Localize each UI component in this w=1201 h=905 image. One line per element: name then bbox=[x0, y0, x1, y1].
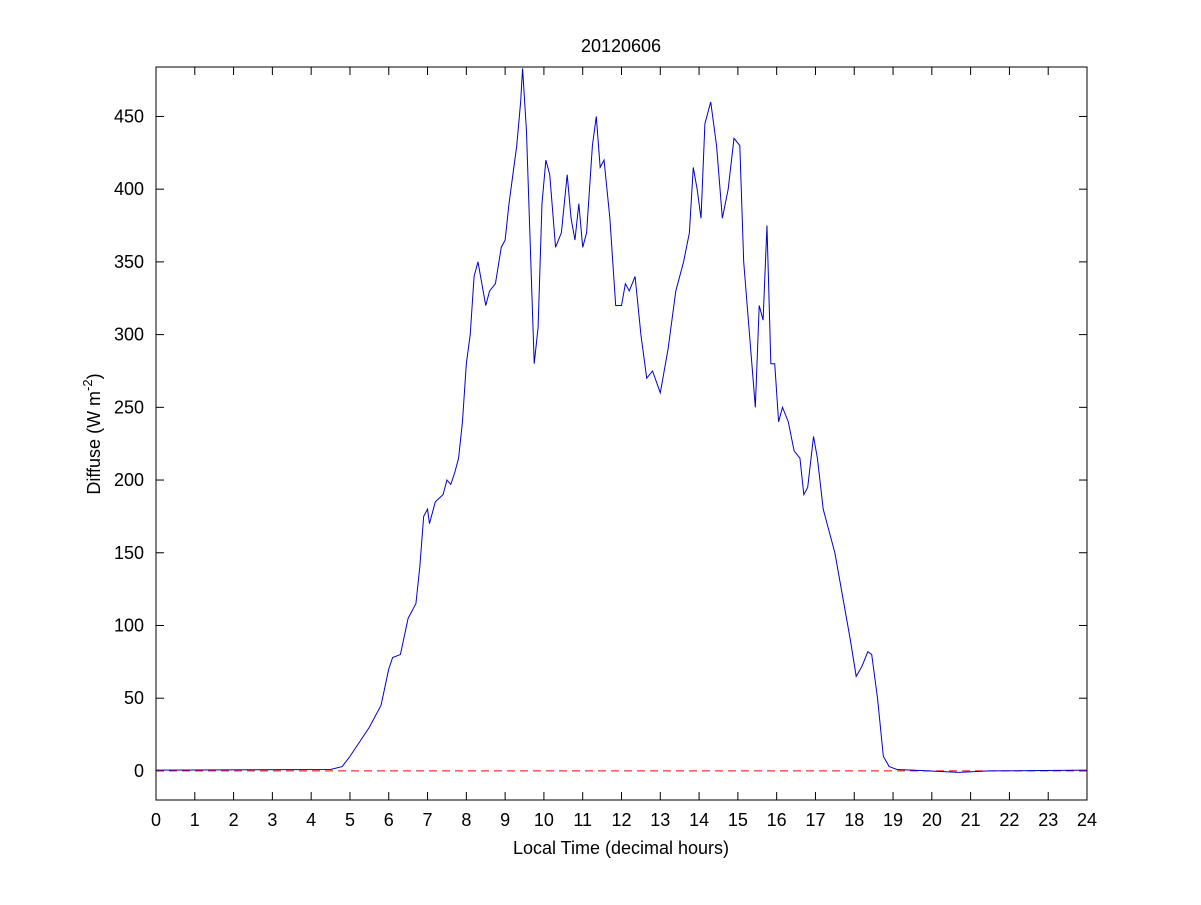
y-tick-label: 300 bbox=[114, 325, 144, 345]
x-tick-label: 11 bbox=[573, 810, 592, 830]
x-tick-label: 4 bbox=[306, 810, 316, 830]
y-tick-label: 450 bbox=[114, 106, 144, 126]
x-tick-label: 23 bbox=[1038, 810, 1058, 830]
y-tick-label: 250 bbox=[114, 397, 144, 417]
x-tick-label: 10 bbox=[534, 810, 554, 830]
plot-frame bbox=[155, 66, 1088, 801]
x-tick-label: 3 bbox=[267, 810, 277, 830]
x-tick-label: 9 bbox=[500, 810, 510, 830]
x-tick-label: 2 bbox=[229, 810, 239, 830]
x-tick-label: 21 bbox=[961, 810, 981, 830]
y-label-main: Diffuse (W m bbox=[84, 391, 104, 495]
x-tick-label: 19 bbox=[883, 810, 903, 830]
y-label-end: ) bbox=[84, 373, 104, 379]
x-tick-label: 16 bbox=[767, 810, 787, 830]
x-tick-label: 13 bbox=[650, 810, 670, 830]
chart-title: 20120606 bbox=[581, 36, 661, 56]
data-line bbox=[155, 68, 1088, 773]
y-tick-label: 200 bbox=[114, 470, 144, 490]
y-axis-label: Diffuse (W m-2) bbox=[80, 373, 104, 494]
y-tick-label: 50 bbox=[124, 688, 144, 708]
x-tick-label: 6 bbox=[384, 810, 394, 830]
y-label-superscript: -2 bbox=[80, 379, 95, 391]
y-tick-label: 100 bbox=[114, 615, 144, 635]
x-tick-label: 17 bbox=[805, 810, 825, 830]
x-tick-label: 24 bbox=[1077, 810, 1097, 830]
x-tick-label: 14 bbox=[689, 810, 709, 830]
y-tick-label: 150 bbox=[114, 543, 144, 563]
x-tick-label: 12 bbox=[611, 810, 631, 830]
x-tick-label: 20 bbox=[922, 810, 942, 830]
x-axis-label: Local Time (decimal hours) bbox=[513, 838, 729, 858]
x-tick-label: 5 bbox=[345, 810, 355, 830]
x-tick-label: 22 bbox=[999, 810, 1019, 830]
x-tick-label: 18 bbox=[844, 810, 864, 830]
y-tick-label: 0 bbox=[134, 761, 144, 781]
x-tick-label: 15 bbox=[728, 810, 748, 830]
y-tick-label: 400 bbox=[114, 179, 144, 199]
x-tick-label: 1 bbox=[190, 810, 200, 830]
x-tick-label: 8 bbox=[461, 810, 471, 830]
y-tick-label: 350 bbox=[114, 252, 144, 272]
x-tick-label: 7 bbox=[423, 810, 433, 830]
x-tick-label: 0 bbox=[151, 810, 161, 830]
